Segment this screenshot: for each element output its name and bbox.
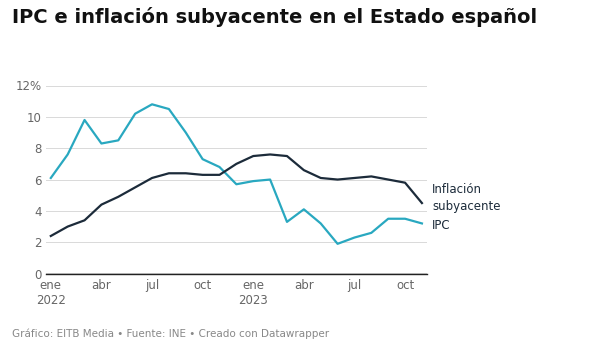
Text: Gráfico: EITB Media • Fuente: INE • Creado con Datawrapper: Gráfico: EITB Media • Fuente: INE • Crea… — [12, 328, 329, 339]
Text: Inflación
subyacente: Inflación subyacente — [432, 183, 501, 213]
Text: IPC: IPC — [432, 219, 451, 232]
Text: IPC e inflación subyacente en el Estado español: IPC e inflación subyacente en el Estado … — [12, 7, 537, 27]
